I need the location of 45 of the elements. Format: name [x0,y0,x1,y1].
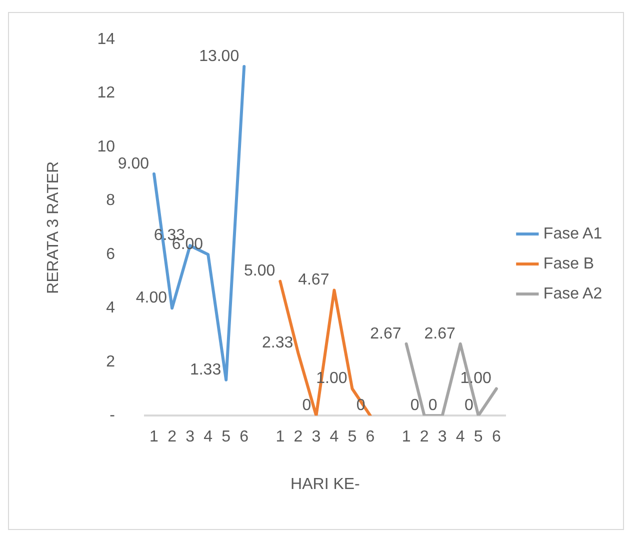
y-tick-label: 8 [106,192,116,210]
x-tick-label: 2 [420,428,429,446]
data-label: 2.67 [424,325,456,342]
data-label: 0 [464,397,474,414]
x-tick-label: 3 [186,428,195,446]
x-tick-label: 4 [456,428,465,446]
data-label: 2.67 [370,325,402,342]
x-tick-label: 5 [474,428,483,446]
y-tick-label: 4 [106,300,116,317]
x-tick-label: 6 [366,428,375,446]
y-tick-label: 6 [106,246,116,263]
x-tick-label: 6 [492,428,501,446]
y-tick-label: 12 [97,84,116,102]
x-tick-label: 6 [240,428,249,446]
data-label: 13.00 [199,48,240,65]
data-label: 2.33 [262,334,294,352]
x-tick-label: 3 [312,428,321,446]
data-label: 4.67 [298,272,330,289]
data-label: 0 [410,397,420,414]
x-tick-label: 5 [222,428,231,446]
x-tick-label: 4 [204,428,213,446]
data-label: 1.00 [460,370,492,388]
data-label: 9.00 [118,155,150,172]
data-label: 5.00 [244,262,276,280]
y-tick-label: 14 [97,31,116,48]
y-axis-title: RERATA 3 RATER [45,161,62,294]
y-tick-label: - [110,407,115,424]
y-tick-label: 2 [106,353,116,370]
x-tick-label: 1 [402,428,411,446]
legend-label: Fase A2 [543,285,602,302]
data-label: 4.00 [136,290,168,307]
x-tick-label: 3 [438,428,447,446]
y-tick-label: 10 [97,138,116,156]
x-tick-label: 1 [276,428,285,446]
data-label: 0 [302,397,312,414]
legend-label: Fase A1 [543,225,602,242]
data-label: 0 [428,397,438,414]
x-axis-title: HARI KE- [290,476,360,493]
x-tick-label: 4 [330,428,339,446]
data-label: 1.33 [190,361,222,378]
x-tick-label: 1 [150,428,159,446]
x-tick-label: 2 [168,428,177,446]
x-tick-label: 2 [294,428,303,446]
legend-label: Fase B [543,255,594,272]
x-tick-label: 5 [348,428,357,446]
